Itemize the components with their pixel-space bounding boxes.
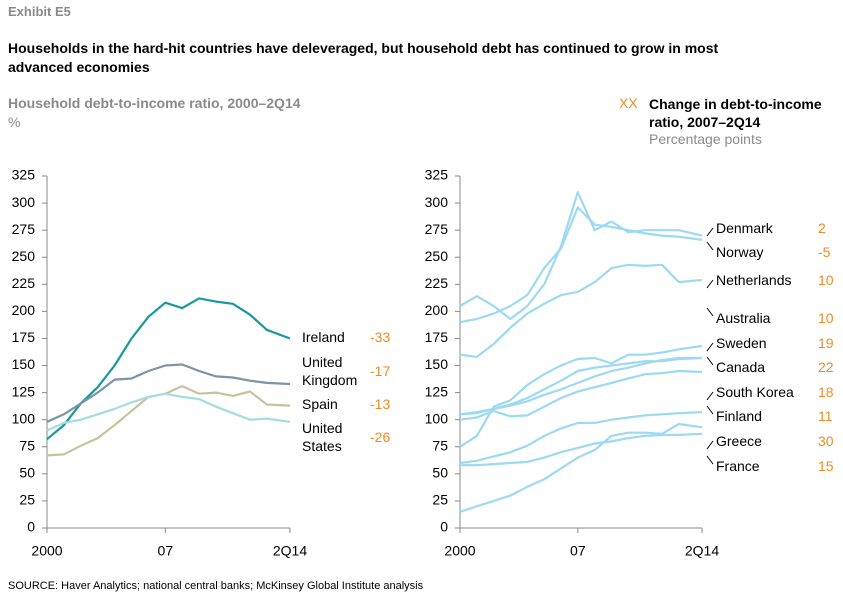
series-label: Sweden <box>716 335 767 351</box>
series-label: South Korea <box>716 384 794 400</box>
x-tick-label: 2Q14 <box>685 543 719 559</box>
series-line <box>459 411 703 465</box>
y-tick-label: 225 <box>12 275 36 291</box>
series-line <box>459 369 703 421</box>
y-tick-label: 50 <box>432 465 448 481</box>
y-tick-label: 50 <box>19 465 35 481</box>
series-label: Denmark <box>716 220 773 236</box>
series-line <box>459 422 703 513</box>
series-label: Finland <box>716 408 762 424</box>
label-connector <box>706 455 714 465</box>
x-tick-label: 2Q14 <box>273 543 307 559</box>
key-sample: XX <box>619 95 638 111</box>
series-label: Ireland <box>302 329 345 345</box>
y-tick-label: 250 <box>12 248 36 264</box>
exhibit: Exhibit E5 <box>8 4 71 19</box>
x-tick-label: 2000 <box>31 543 62 559</box>
series-label: Norway <box>716 244 764 260</box>
y-tick-label: 125 <box>12 383 36 399</box>
change-value: 11 <box>818 408 833 424</box>
label-connector <box>706 279 714 289</box>
label-connector <box>706 227 714 237</box>
y-tick-label: 325 <box>425 167 449 183</box>
series-line <box>459 263 703 358</box>
label-connector <box>706 440 714 450</box>
series-label: Greece <box>716 433 762 449</box>
change-value: -13 <box>370 396 391 412</box>
x-tick-label: 2000 <box>444 543 475 559</box>
label-connector <box>706 307 714 317</box>
series-label: France <box>716 458 760 474</box>
y-tick-label: 200 <box>12 302 36 318</box>
series-label: Netherlands <box>716 272 792 288</box>
key-unit: Percentage points <box>649 131 762 147</box>
label-connector <box>706 342 714 352</box>
y-tick-label: 75 <box>19 437 35 453</box>
label-connector <box>706 391 714 401</box>
series-label: Australia <box>716 310 771 326</box>
series-label: Canada <box>716 359 766 375</box>
change-value: -33 <box>370 329 391 345</box>
y-tick-label: 125 <box>425 383 449 399</box>
series-line <box>459 206 703 324</box>
series-line <box>46 385 291 457</box>
change-value: -26 <box>370 429 391 445</box>
y-tick-label: 150 <box>12 356 36 372</box>
x-tick-label: 07 <box>158 543 174 559</box>
y-tick-label: 300 <box>425 194 449 210</box>
y-tick-label: 150 <box>425 356 449 372</box>
y-tick-label: 175 <box>425 329 449 345</box>
y-tick-label: 100 <box>425 410 449 426</box>
change-value: -5 <box>818 244 831 260</box>
label-connector <box>706 241 714 251</box>
series-label: United States <box>302 420 343 454</box>
y-tick-label: 300 <box>12 194 36 210</box>
y-tick-label: 25 <box>19 492 35 508</box>
y-tick-label: 200 <box>425 302 449 318</box>
y-tick-label: 175 <box>12 329 36 345</box>
change-value: 15 <box>818 458 834 474</box>
y-tick-label: 225 <box>425 275 449 291</box>
change-value: 10 <box>818 310 834 326</box>
change-value: 22 <box>818 359 834 375</box>
x-tick-label: 07 <box>570 543 586 559</box>
change-value: 2 <box>818 220 826 236</box>
y-tick-label: 100 <box>12 410 36 426</box>
change-value: 18 <box>818 384 834 400</box>
subtitle: Household debt-to-income ratio, 2000–2Q1… <box>8 95 301 111</box>
unit: % <box>8 114 21 130</box>
y-tick-label: 75 <box>432 437 448 453</box>
y-tick-label: 275 <box>425 221 449 237</box>
series-label: Spain <box>302 396 338 412</box>
y-tick-label: 275 <box>12 221 36 237</box>
label-connector <box>706 356 714 366</box>
y-tick-label: 0 <box>440 519 448 535</box>
source: SOURCE: Haver Analytics; national centra… <box>8 580 424 592</box>
series-label: United Kingdom <box>302 354 358 388</box>
key-label: Change in debt-to-income ratio, 2007–2Q1… <box>649 96 822 130</box>
series-line <box>459 356 702 416</box>
series-line <box>46 297 291 441</box>
change-value: 10 <box>818 272 834 288</box>
y-tick-label: 25 <box>432 492 448 508</box>
y-tick-label: 0 <box>27 519 35 535</box>
change-value: -17 <box>370 363 391 379</box>
change-value: 30 <box>818 433 834 449</box>
series-line <box>459 344 703 448</box>
y-tick-label: 325 <box>12 167 36 183</box>
label-connector <box>706 405 714 415</box>
series-line <box>46 392 291 432</box>
y-tick-label: 250 <box>425 248 449 264</box>
change-value: 19 <box>818 335 834 351</box>
series-line <box>46 363 291 423</box>
title: Households in the hard-hit countries hav… <box>8 40 719 75</box>
series-line <box>460 432 703 467</box>
